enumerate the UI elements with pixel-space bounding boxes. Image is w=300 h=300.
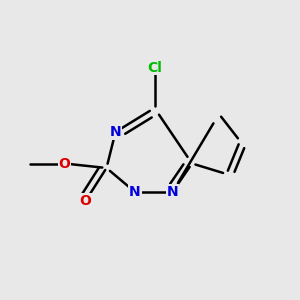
Text: N: N — [167, 185, 178, 199]
Text: N: N — [129, 185, 141, 199]
Text: N: N — [110, 125, 121, 139]
Text: O: O — [80, 194, 92, 208]
Text: Cl: Cl — [147, 61, 162, 74]
Text: O: O — [58, 157, 70, 170]
